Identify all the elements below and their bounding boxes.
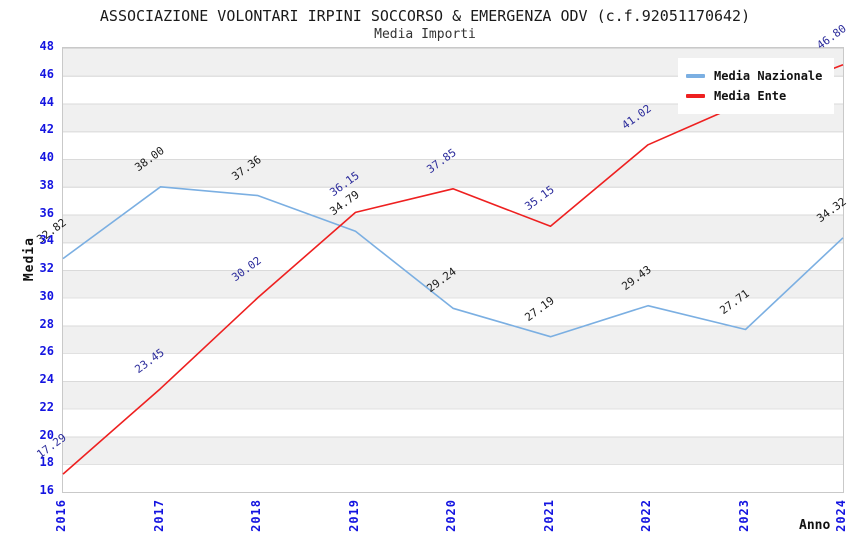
legend-item-media-nazionale: Media Nazionale [686, 66, 822, 86]
line-media-nazionale [62, 186, 844, 338]
y-tick-26: 26 [39, 344, 54, 359]
x-tick-2021: 2021 [541, 499, 556, 532]
y-tick-48: 48 [39, 39, 54, 53]
legend-swatch-media-nazionale [686, 74, 705, 78]
line-media-ente [62, 63, 844, 475]
legend-item-media-ente: Media Ente [686, 86, 822, 106]
y-tick-20: 20 [39, 427, 54, 442]
x-tick-2019: 2019 [346, 499, 361, 532]
x-tick-2023: 2023 [736, 499, 751, 532]
legend-swatch-media-ente [686, 94, 705, 98]
chart-title: ASSOCIAZIONE VOLONTARI IRPINI SOCCORSO &… [99, 7, 751, 25]
x-tick-2016: 2016 [54, 499, 68, 532]
y-tick-22: 22 [39, 399, 54, 414]
y-tick-16: 16 [39, 483, 54, 497]
plot-area: 32.82 38.00 37.36 34.79 29.24 27.19 29.43 27.71… [34, 22, 849, 493]
legend-label-media-nazionale: Media Nazionale [714, 69, 823, 83]
x-tick-2022: 2022 [639, 499, 653, 532]
y-tick-34: 34 [39, 233, 54, 248]
series-lines [62, 63, 844, 475]
x-tick-2017: 2017 [151, 499, 166, 532]
y-tick-24: 24 [39, 372, 54, 386]
x-tick-2020: 2020 [444, 499, 458, 532]
y-tick-46: 46 [39, 66, 54, 81]
x-axis-label: Anno [799, 518, 831, 533]
legend: Media Nazionale Media Ente [678, 58, 835, 114]
y-tick-32: 32 [39, 261, 54, 275]
y-tick-40: 40 [39, 150, 54, 164]
chart-subtitle: Media Importi [374, 27, 476, 42]
legend-label-media-ente: Media Ente [714, 89, 787, 103]
y-tick-44: 44 [39, 94, 54, 109]
x-tick-2024: 2024 [834, 499, 848, 532]
y-tick-28: 28 [39, 316, 54, 331]
y-tick-30: 30 [39, 288, 54, 303]
y-tick-42: 42 [39, 122, 54, 137]
y-tick-18: 18 [39, 455, 54, 470]
x-tick-2018: 2018 [249, 499, 263, 532]
y-tick-36: 36 [39, 205, 54, 220]
y-tick-38: 38 [39, 177, 54, 192]
